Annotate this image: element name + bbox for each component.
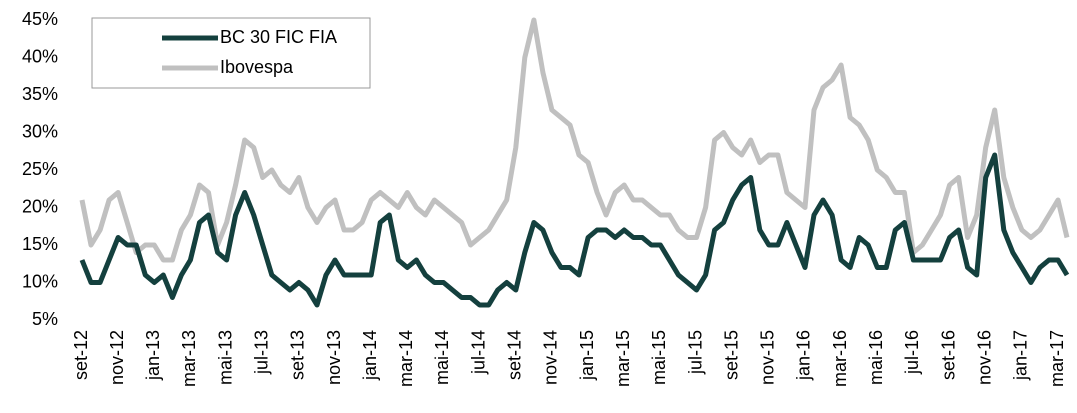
y-tick-label: 35% (22, 84, 58, 104)
legend-label: BC 30 FIC FIA (220, 27, 337, 47)
x-tick-label: mai-16 (866, 330, 886, 385)
x-tick-label: jan-14 (360, 330, 380, 381)
x-tick-label: jul-14 (468, 330, 488, 375)
x-tick-label: set-15 (721, 330, 741, 380)
x-tick-label: mar-14 (396, 330, 416, 387)
x-tick-label: jan-16 (794, 330, 814, 381)
x-tick-label: mai-13 (215, 330, 235, 385)
series-line (79, 17, 1070, 263)
y-tick-label: 45% (22, 9, 58, 29)
x-tick-label: mai-15 (649, 330, 669, 385)
y-tick-label: 40% (22, 46, 58, 66)
x-tick-label: set-13 (288, 330, 308, 380)
x-tick-label: mar-17 (1047, 330, 1067, 387)
y-tick-label: 25% (22, 159, 58, 179)
y-tick-label: 10% (22, 271, 58, 291)
x-tick-label: jul-15 (685, 330, 705, 375)
y-tick-label: 30% (22, 121, 58, 141)
x-tick-label: nov-14 (541, 330, 561, 385)
x-tick-label: nov-15 (758, 330, 778, 385)
x-tick-label: jul-13 (251, 330, 271, 375)
x-tick-label: nov-12 (107, 330, 127, 385)
x-tick-label: nov-16 (974, 330, 994, 385)
legend-label: Ibovespa (220, 57, 294, 77)
x-tick-label: mar-13 (179, 330, 199, 387)
x-tick-label: mar-15 (613, 330, 633, 387)
x-tick-label: jul-16 (902, 330, 922, 375)
x-tick-label: nov-13 (324, 330, 344, 385)
legend-box (91, 17, 371, 89)
x-tick-label: jan-15 (577, 330, 597, 381)
y-tick-label: 20% (22, 196, 58, 216)
x-tick-label: mai-14 (432, 330, 452, 385)
x-tick-label: set-14 (505, 330, 525, 380)
x-tick-label: jan-17 (1011, 330, 1031, 381)
x-tick-label: jan-13 (143, 330, 163, 381)
x-tick-label: set-16 (938, 330, 958, 380)
y-tick-label: 5% (32, 309, 58, 329)
x-tick-label: set-12 (71, 330, 91, 380)
series-line (79, 152, 1070, 308)
x-tick-label: mar-16 (830, 330, 850, 387)
y-tick-label: 15% (22, 234, 58, 254)
